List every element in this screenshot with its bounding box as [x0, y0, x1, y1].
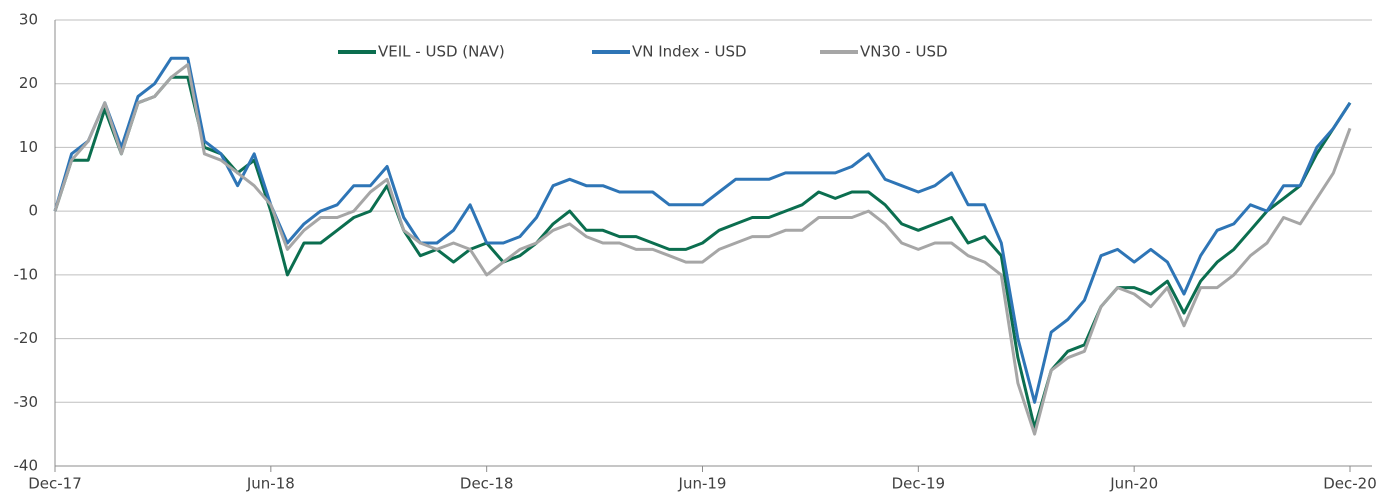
y-tick-label: -30	[14, 393, 39, 411]
x-tick-label: Dec-18	[460, 475, 514, 493]
y-tick-label: -10	[14, 265, 39, 283]
series-line	[53, 56, 1352, 404]
y-tick-label: -40	[14, 457, 39, 475]
series-line	[53, 63, 1352, 436]
y-tick-label: 20	[19, 74, 38, 92]
y-tick-label: 0	[28, 202, 38, 220]
x-tick-label: Dec-19	[892, 475, 946, 493]
y-tick-label: 30	[19, 11, 38, 29]
x-tick-label: Jun-18	[246, 475, 295, 493]
y-tick-label: -20	[14, 329, 39, 347]
x-tick-label: Jun-19	[678, 475, 727, 493]
legend-label: VEIL - USD (NAV)	[378, 43, 505, 61]
series-line	[53, 75, 1352, 430]
legend-label: VN30 - USD	[860, 43, 948, 61]
x-tick-label: Dec-17	[28, 475, 82, 493]
x-tick-label: Jun-20	[1109, 475, 1158, 493]
y-tick-label: 10	[19, 138, 38, 156]
x-tick-label: Dec-20	[1323, 475, 1377, 493]
legend-label: VN Index - USD	[632, 43, 747, 61]
